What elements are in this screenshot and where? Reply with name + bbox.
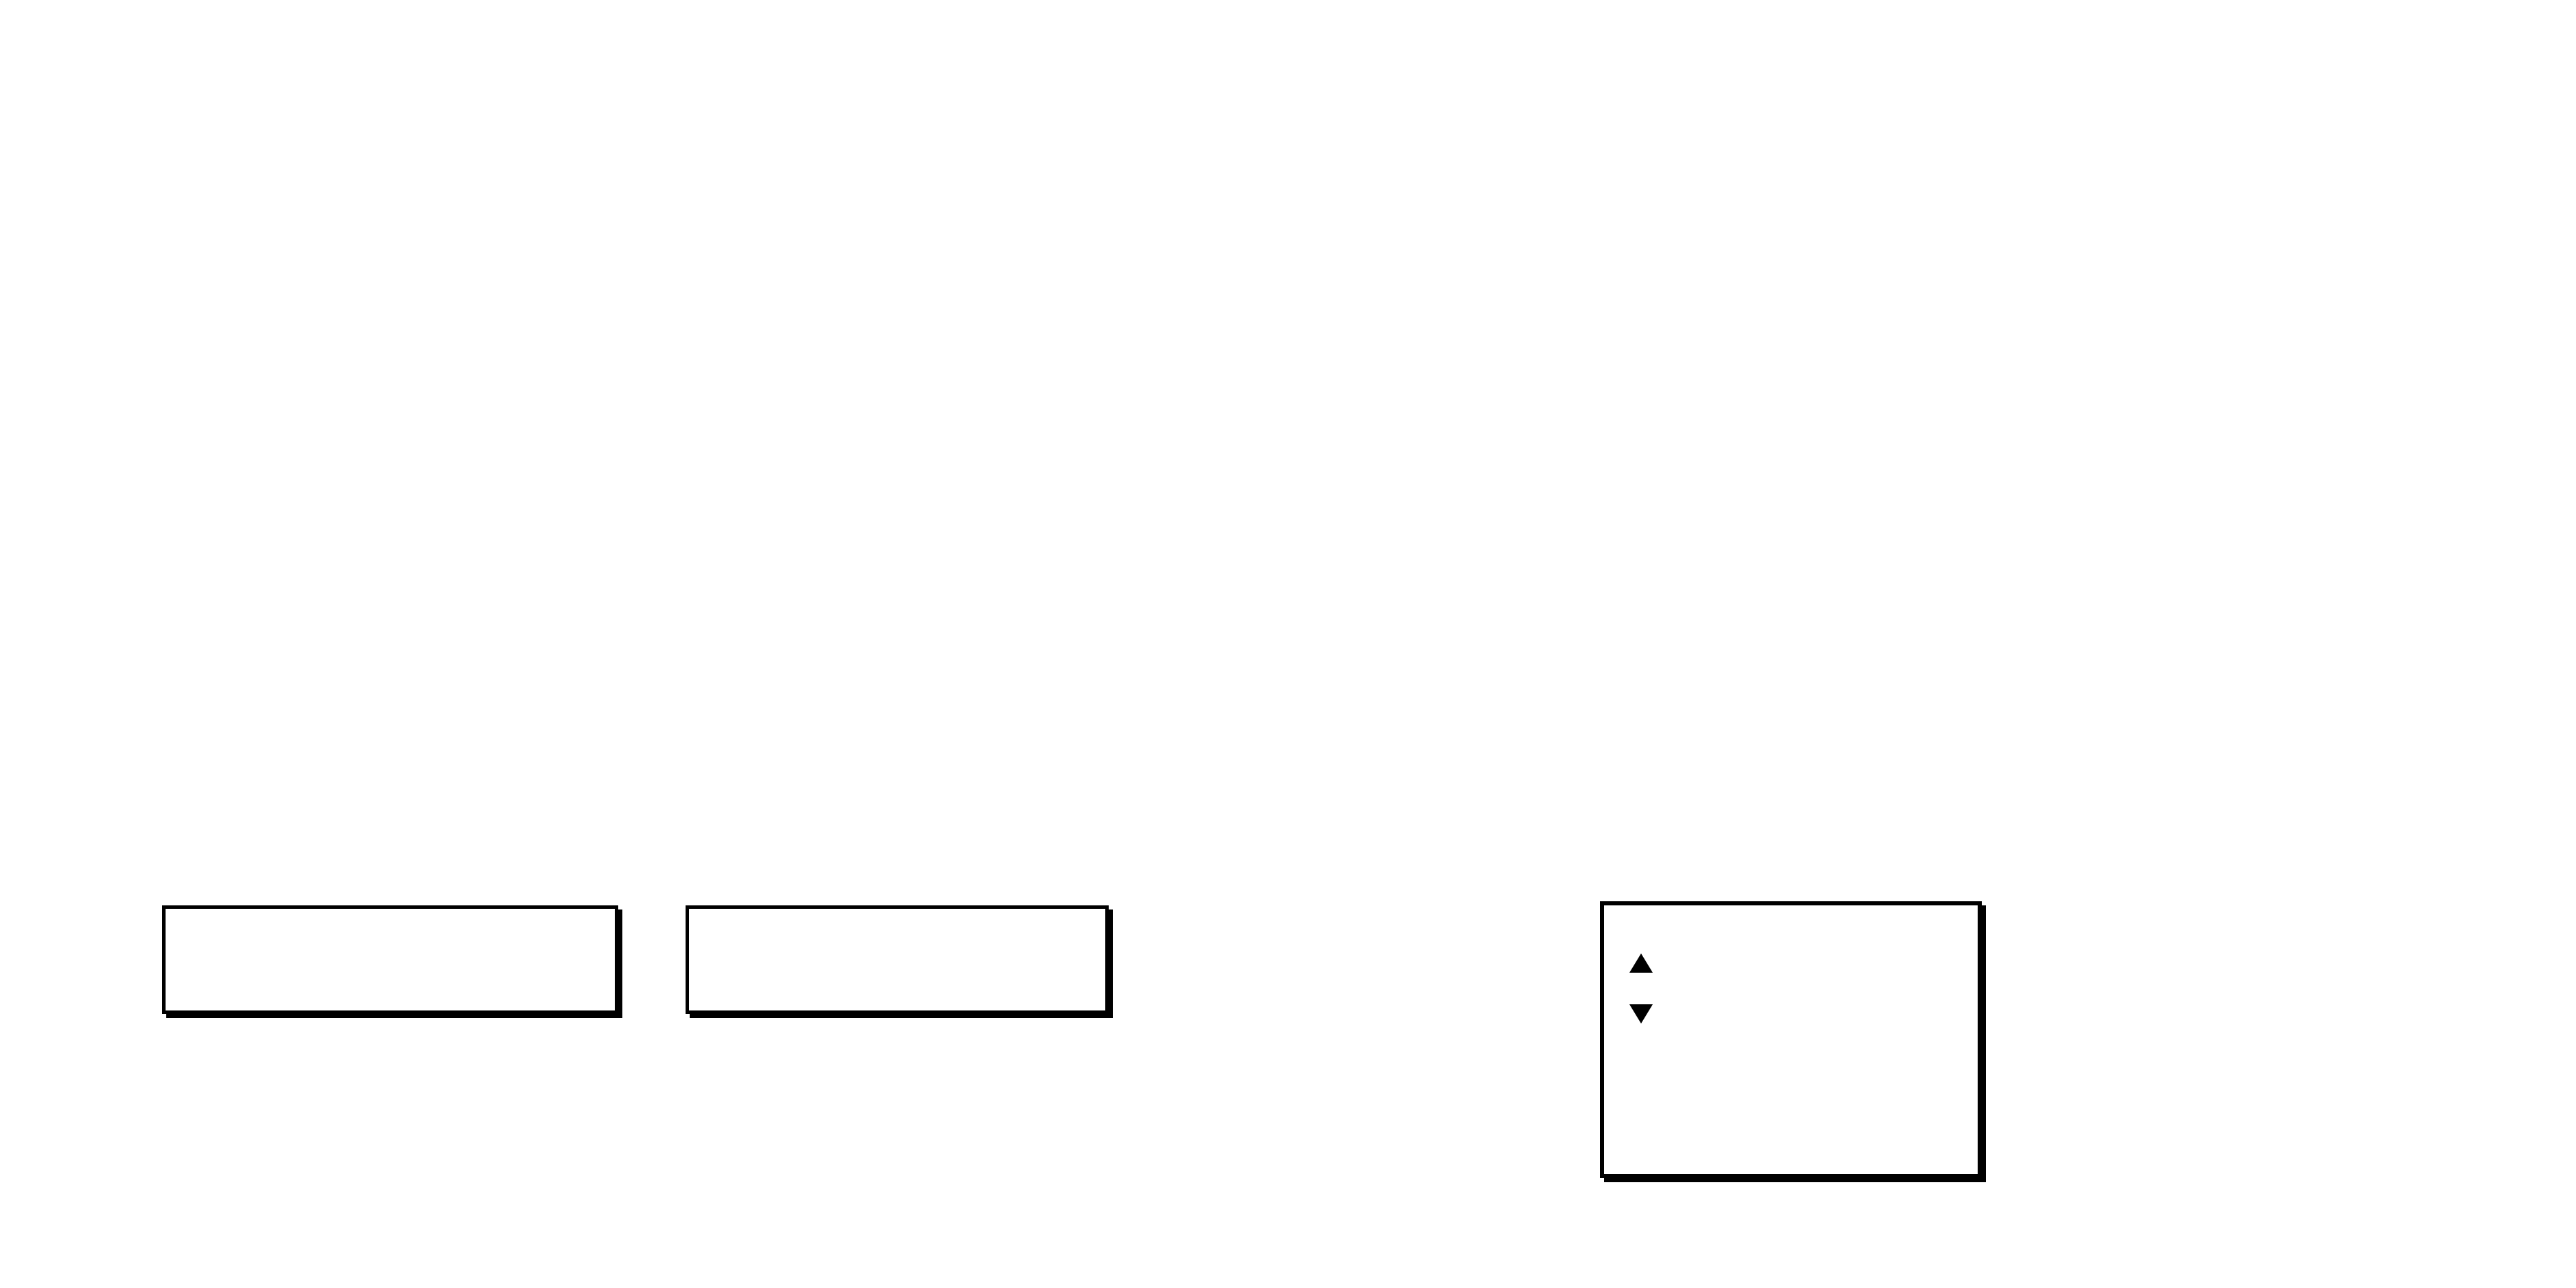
- legend-oca-high-err-wat: [162, 905, 618, 1014]
- x-mark-icon-blue: [715, 945, 745, 975]
- legend-oca-high-err-ice: [686, 905, 1109, 1014]
- y-axis-title: [4, 163, 48, 576]
- legend-actris-row-cbh: [1627, 951, 1978, 975]
- legend-actris: [1600, 901, 1982, 1178]
- x-mark-icon-green: [192, 945, 222, 975]
- legend-actris-row-cth-bl: [1627, 1105, 1978, 1128]
- triangle-up-open-icon: [1631, 1056, 1651, 1074]
- legend-actris-row-cth: [1627, 1002, 1978, 1026]
- legend-actris-row-cbh-bl: [1627, 1054, 1978, 1077]
- triangle-up-filled-icon: [1629, 953, 1653, 973]
- triangle-down-open-icon: [1631, 1107, 1651, 1126]
- triangle-down-filled-icon: [1629, 1004, 1653, 1024]
